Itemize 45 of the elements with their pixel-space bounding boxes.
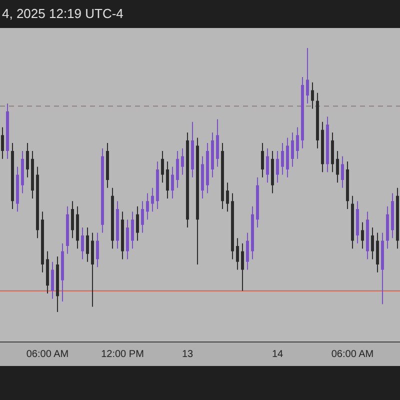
candlestick: [141, 200, 144, 234]
candlestick: [246, 232, 249, 270]
candlestick: [171, 166, 174, 199]
candlestick: [131, 211, 134, 250]
candlestick: [276, 150, 279, 184]
candlestick: [51, 261, 54, 300]
candlestick: [96, 232, 99, 268]
candlestick: [26, 142, 29, 178]
candlestick: [136, 206, 139, 242]
candlestick: [241, 242, 244, 292]
candlestick: [71, 200, 74, 239]
candlestick: [161, 150, 164, 184]
chart-title: 4, 2025 12:19 UTC-4: [2, 6, 124, 21]
candlestick: [216, 118, 219, 168]
candlestick: [151, 187, 154, 212]
candlestick: [336, 150, 339, 184]
candlestick: [226, 182, 229, 212]
candlestick: [146, 192, 149, 220]
candlestick: [81, 227, 84, 260]
candlestick: [236, 238, 239, 270]
candlestick: [291, 132, 294, 168]
x-tick-label: 06:00 AM: [26, 349, 69, 360]
candlestick: [361, 222, 364, 250]
candlestick: [331, 132, 334, 173]
x-tick-label: 06:00 AM: [331, 349, 374, 360]
candlestick: [286, 137, 289, 178]
candlestick: [176, 150, 179, 188]
candlestick: [261, 142, 264, 178]
candlestick: [266, 148, 269, 184]
candlestick: [91, 232, 94, 308]
candlestick: [181, 148, 184, 176]
candlestick: [86, 227, 89, 262]
candlestick: [311, 82, 314, 110]
candlestick: [306, 48, 309, 104]
candlestick: [126, 219, 129, 260]
x-tick-label: 12:00 PM: [101, 349, 144, 360]
candlestick: [166, 161, 169, 199]
candlestick: [1, 126, 4, 160]
candlestick: [371, 227, 374, 260]
x-tick-label: 13: [182, 349, 194, 360]
candlestick: [281, 142, 284, 176]
candlestick: [296, 126, 299, 160]
candlestick: [376, 232, 379, 273]
x-tick-label: 14: [272, 349, 284, 360]
candlestick: [341, 156, 344, 188]
